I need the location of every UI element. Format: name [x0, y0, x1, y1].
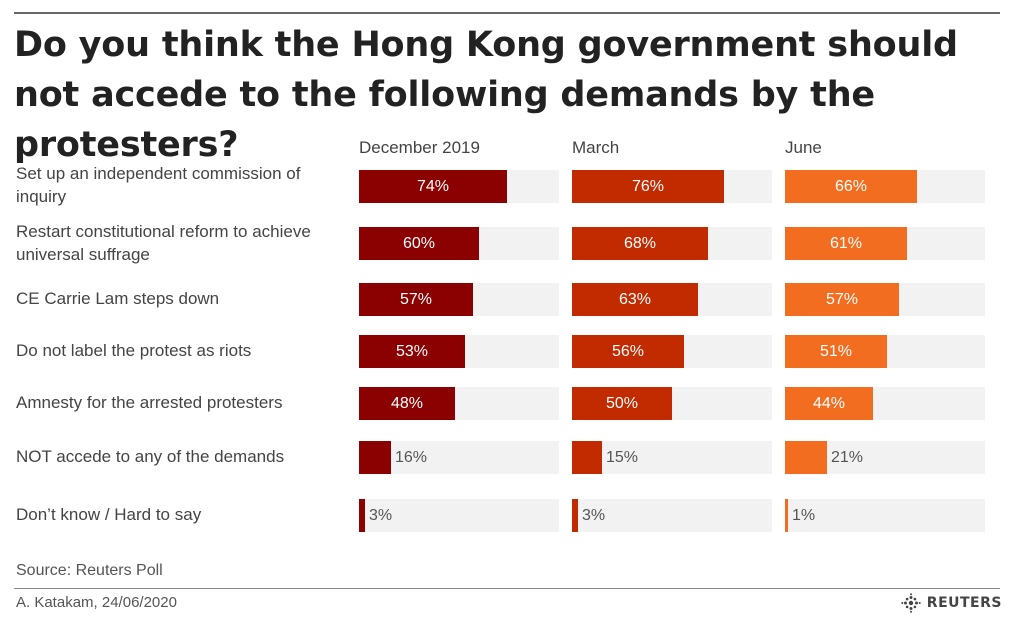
bar: [359, 335, 465, 368]
bar-track: 76%: [572, 170, 772, 203]
bar-track: 57%: [785, 283, 985, 316]
bar-value-label: 16%: [395, 449, 428, 466]
chart-title: Do you think the Hong Kong government sh…: [14, 25, 958, 165]
bar-track: 68%: [572, 227, 772, 260]
row-label-3: CE Carrie Lam steps down: [16, 289, 220, 308]
logo-wordmark: REUTERS: [926, 595, 1002, 611]
reuters-dot-logo-icon: [901, 593, 921, 613]
bar-track: 3%: [359, 499, 559, 532]
reuters-logo: REUTERS: [901, 592, 1002, 614]
bar-track: 57%: [359, 283, 559, 316]
bar: [572, 387, 672, 420]
bar-value-label: 74%: [416, 178, 450, 195]
source-note: Source: Reuters Poll: [16, 562, 163, 579]
row-label-2: Restart constitutional reform to achieve…: [16, 222, 311, 264]
bar-value-label: 48%: [390, 395, 424, 412]
bar-track: 48%: [359, 387, 559, 420]
bar: [359, 499, 365, 532]
bar: [572, 170, 724, 203]
bar-track: 1%: [785, 499, 985, 532]
bar: [572, 335, 684, 368]
bar-track: 15%: [572, 441, 772, 474]
author-credit: A. Katakam, 24/06/2020: [16, 594, 177, 611]
bar-track: 53%: [359, 335, 559, 368]
row-label-1: Set up an independent commission of inqu…: [16, 164, 301, 206]
bar-value-label: 53%: [395, 343, 429, 360]
bar-track: 51%: [785, 335, 985, 368]
bar-value-label: 68%: [623, 235, 657, 252]
bar-track: 61%: [785, 227, 985, 260]
bar-track: 50%: [572, 387, 772, 420]
bar: [785, 335, 887, 368]
bar: [785, 387, 873, 420]
bar-value-label: 15%: [606, 449, 639, 466]
row-label-6: NOT accede to any of the demands: [16, 447, 285, 466]
bar: [785, 499, 788, 532]
bar: [785, 441, 827, 474]
bottom-rule: [14, 588, 1000, 589]
column-header-3: June: [785, 138, 822, 157]
bar-track: 74%: [359, 170, 559, 203]
bar: [359, 441, 391, 474]
bar-value-label: 1%: [792, 507, 816, 524]
bar-track: 63%: [572, 283, 772, 316]
bar-value-label: 3%: [369, 507, 393, 524]
bar-track: 21%: [785, 441, 985, 474]
bar: [359, 227, 479, 260]
bar-track: 44%: [785, 387, 985, 420]
bar-track: 16%: [359, 441, 559, 474]
bar-value-label: 3%: [582, 507, 606, 524]
bar: [785, 170, 917, 203]
bar-track: 60%: [359, 227, 559, 260]
bar: [359, 387, 455, 420]
bar: [785, 283, 899, 316]
bar-value-label: 44%: [812, 395, 846, 412]
bar-value-label: 66%: [834, 178, 868, 195]
bar: [572, 499, 578, 532]
bar-value-label: 51%: [819, 343, 853, 360]
bar-value-label: 56%: [611, 343, 645, 360]
bar: [572, 441, 602, 474]
bar-value-label: 60%: [402, 235, 436, 252]
bar: [359, 170, 507, 203]
bar-value-label: 21%: [831, 449, 864, 466]
column-header-2: March: [572, 138, 620, 157]
bar: [359, 283, 473, 316]
row-label-4: Do not label the protest as riots: [16, 341, 252, 360]
bar-track: 56%: [572, 335, 772, 368]
column-header-1: December 2019: [359, 138, 480, 157]
top-rule: [14, 12, 1000, 14]
bar-value-label: 57%: [399, 291, 433, 308]
row-label-5: Amnesty for the arrested protesters: [16, 393, 283, 412]
bar: [572, 227, 708, 260]
bar-track: 3%: [572, 499, 772, 532]
bar-value-label: 61%: [829, 235, 863, 252]
bar-track: 66%: [785, 170, 985, 203]
bar: [572, 283, 698, 316]
row-label-7: Don’t know / Hard to say: [16, 505, 202, 524]
bar-value-label: 76%: [631, 178, 665, 195]
bar-value-label: 57%: [825, 291, 859, 308]
bar-value-label: 63%: [618, 291, 652, 308]
bar: [785, 227, 907, 260]
bar-value-label: 50%: [605, 395, 639, 412]
